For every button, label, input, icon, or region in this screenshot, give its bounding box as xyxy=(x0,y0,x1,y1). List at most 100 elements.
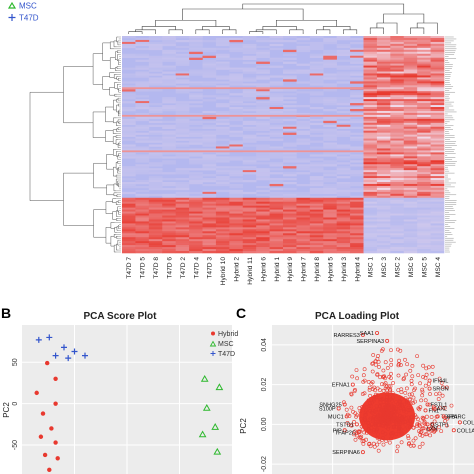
heatmap-cell xyxy=(363,108,378,112)
loading-point xyxy=(375,386,380,391)
heatmap-cell xyxy=(430,67,445,70)
gene-point xyxy=(431,406,436,411)
heatmap-column-label: T47D 8 xyxy=(153,257,160,279)
heatmap-cell xyxy=(122,183,136,187)
loading-point xyxy=(406,436,411,441)
loading-point xyxy=(411,443,416,448)
heatmap-cell xyxy=(175,195,190,199)
heatmap-cell xyxy=(430,251,445,254)
loading-point xyxy=(396,429,401,434)
loading-point xyxy=(390,430,395,435)
heatmap-cell xyxy=(309,130,324,133)
row-dendrogram-branch xyxy=(117,119,119,124)
heatmap-cell xyxy=(403,144,418,147)
heatmap-cell xyxy=(403,213,418,216)
heatmap-cell xyxy=(189,138,203,141)
heatmap-cell xyxy=(336,146,351,149)
heatmap-cell xyxy=(215,126,230,130)
heatmap-cell xyxy=(175,178,190,181)
heatmap-cell xyxy=(256,221,270,224)
heatmap-cell xyxy=(283,251,297,254)
heatmap-cell xyxy=(350,213,364,216)
heatmap-cell xyxy=(376,201,391,204)
heatmap-cell xyxy=(122,108,136,112)
heatmap-cell xyxy=(430,185,445,189)
loading-point xyxy=(361,373,366,378)
heatmap-cell xyxy=(215,146,230,149)
loading-point xyxy=(403,390,408,395)
heatmap-cell xyxy=(202,39,217,43)
heatmap-cell xyxy=(430,77,445,80)
heatmap-cell xyxy=(162,219,176,222)
heatmap-cell xyxy=(202,95,217,98)
heatmap-cell xyxy=(417,124,431,128)
row-dendrogram-branch xyxy=(115,174,118,178)
heatmap-column-label: Hybrid 8 xyxy=(314,257,321,282)
heatmap-stripe xyxy=(122,87,364,90)
heatmap-cell xyxy=(242,61,257,64)
heatmap-cell xyxy=(417,217,431,220)
heatmap-cell xyxy=(256,49,270,53)
heatmap-cell xyxy=(376,103,391,106)
heatmap-cell xyxy=(162,249,176,252)
heatmap-cell xyxy=(296,124,311,128)
heatmap-cell xyxy=(417,193,431,197)
heatmap-cell xyxy=(430,235,445,238)
heatmap-cell xyxy=(242,136,257,139)
panel-c-gene-labels: RARRES3 SAA1SERPINA3EFNA1SNHG25S100PMUC1T… xyxy=(319,330,474,456)
heatmap-cell xyxy=(363,247,378,250)
heatmap-cell xyxy=(336,97,351,100)
heatmap-cell xyxy=(376,209,391,212)
msc-point xyxy=(198,430,207,438)
heatmap-cell xyxy=(430,162,445,165)
heatmap-cell xyxy=(242,67,257,70)
heatmap-cell xyxy=(403,118,418,122)
panel-c-loading-cloud xyxy=(341,347,454,454)
loading-point xyxy=(341,400,346,405)
heatmap-cell xyxy=(336,124,351,128)
heatmap-cell xyxy=(162,207,176,210)
heatmap-cell xyxy=(215,217,230,220)
heatmap-cell xyxy=(242,239,257,242)
heatmap-cell xyxy=(242,95,257,98)
heatmap-cell xyxy=(363,183,378,187)
heatmap-cell xyxy=(202,67,217,70)
heatmap-cell xyxy=(175,247,190,250)
heatmap-cell xyxy=(215,239,230,242)
heatmap-cell xyxy=(376,199,391,203)
heatmap-cell xyxy=(162,241,176,244)
heatmap-cell xyxy=(403,164,418,167)
heatmap-cell xyxy=(215,243,230,246)
heatmap-cell xyxy=(323,197,337,201)
heatmap-cell xyxy=(350,67,364,70)
panel-c-yticks: 0.040.020.00-0.02 xyxy=(261,338,268,472)
loading-point xyxy=(379,419,384,424)
heatmap-cell xyxy=(363,89,378,92)
loading-point xyxy=(388,408,393,412)
row-dendrogram-branch xyxy=(116,104,119,113)
heatmap-cell xyxy=(376,43,391,47)
heatmap-cell xyxy=(122,215,136,218)
heatmap-cell xyxy=(175,45,190,49)
heatmap-cell xyxy=(430,174,445,177)
heatmap-cell xyxy=(148,193,163,197)
heatmap-cell xyxy=(350,51,364,55)
heatmap-cell xyxy=(296,105,311,108)
heatmap-cell xyxy=(162,59,176,62)
heatmap-cell xyxy=(256,193,270,197)
row-dendrogram-branch xyxy=(117,143,119,148)
loading-point xyxy=(396,424,401,429)
heatmap-cell xyxy=(417,114,431,118)
heatmap-cell xyxy=(390,39,405,43)
heatmap-cell xyxy=(390,89,405,92)
heatmap-cell xyxy=(363,59,378,62)
loading-point xyxy=(430,364,435,369)
msc-point xyxy=(202,403,211,411)
loading-point xyxy=(389,431,393,436)
heatmap-cell xyxy=(202,217,217,220)
heatmap-cell xyxy=(417,69,431,72)
heatmap-cell xyxy=(162,55,176,58)
heatmap-cell xyxy=(350,73,364,76)
loading-point xyxy=(449,403,454,408)
loading-point xyxy=(366,421,371,425)
